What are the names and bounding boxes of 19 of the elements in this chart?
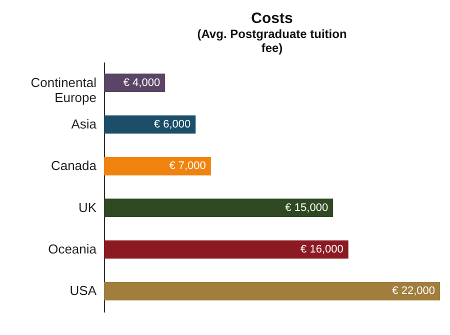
- data-label: € 6,000: [154, 118, 191, 130]
- bar: [104, 282, 440, 300]
- chart-subtitle: (Avg. Postgraduate tuition fee): [197, 27, 347, 55]
- y-tick-label: Canada: [50, 158, 98, 174]
- data-label: € 4,000: [123, 76, 160, 89]
- chart-title: Costs: [251, 10, 293, 27]
- y-tick-label: Oceania: [48, 242, 98, 256]
- y-tick-label: USA: [70, 283, 97, 298]
- data-label: € 7,000: [169, 160, 206, 172]
- y-tick-label: Asia: [71, 116, 98, 132]
- data-label: € 22,000: [392, 285, 435, 298]
- y-tick-label: Continental Europe: [30, 74, 97, 105]
- bar: [104, 115, 196, 134]
- y-tick-label: UK: [78, 200, 97, 215]
- data-label: € 16,000: [300, 244, 344, 256]
- bar: [104, 198, 334, 217]
- data-label: € 15,000: [285, 202, 328, 214]
- bar: [104, 157, 211, 176]
- bar: [104, 240, 348, 259]
